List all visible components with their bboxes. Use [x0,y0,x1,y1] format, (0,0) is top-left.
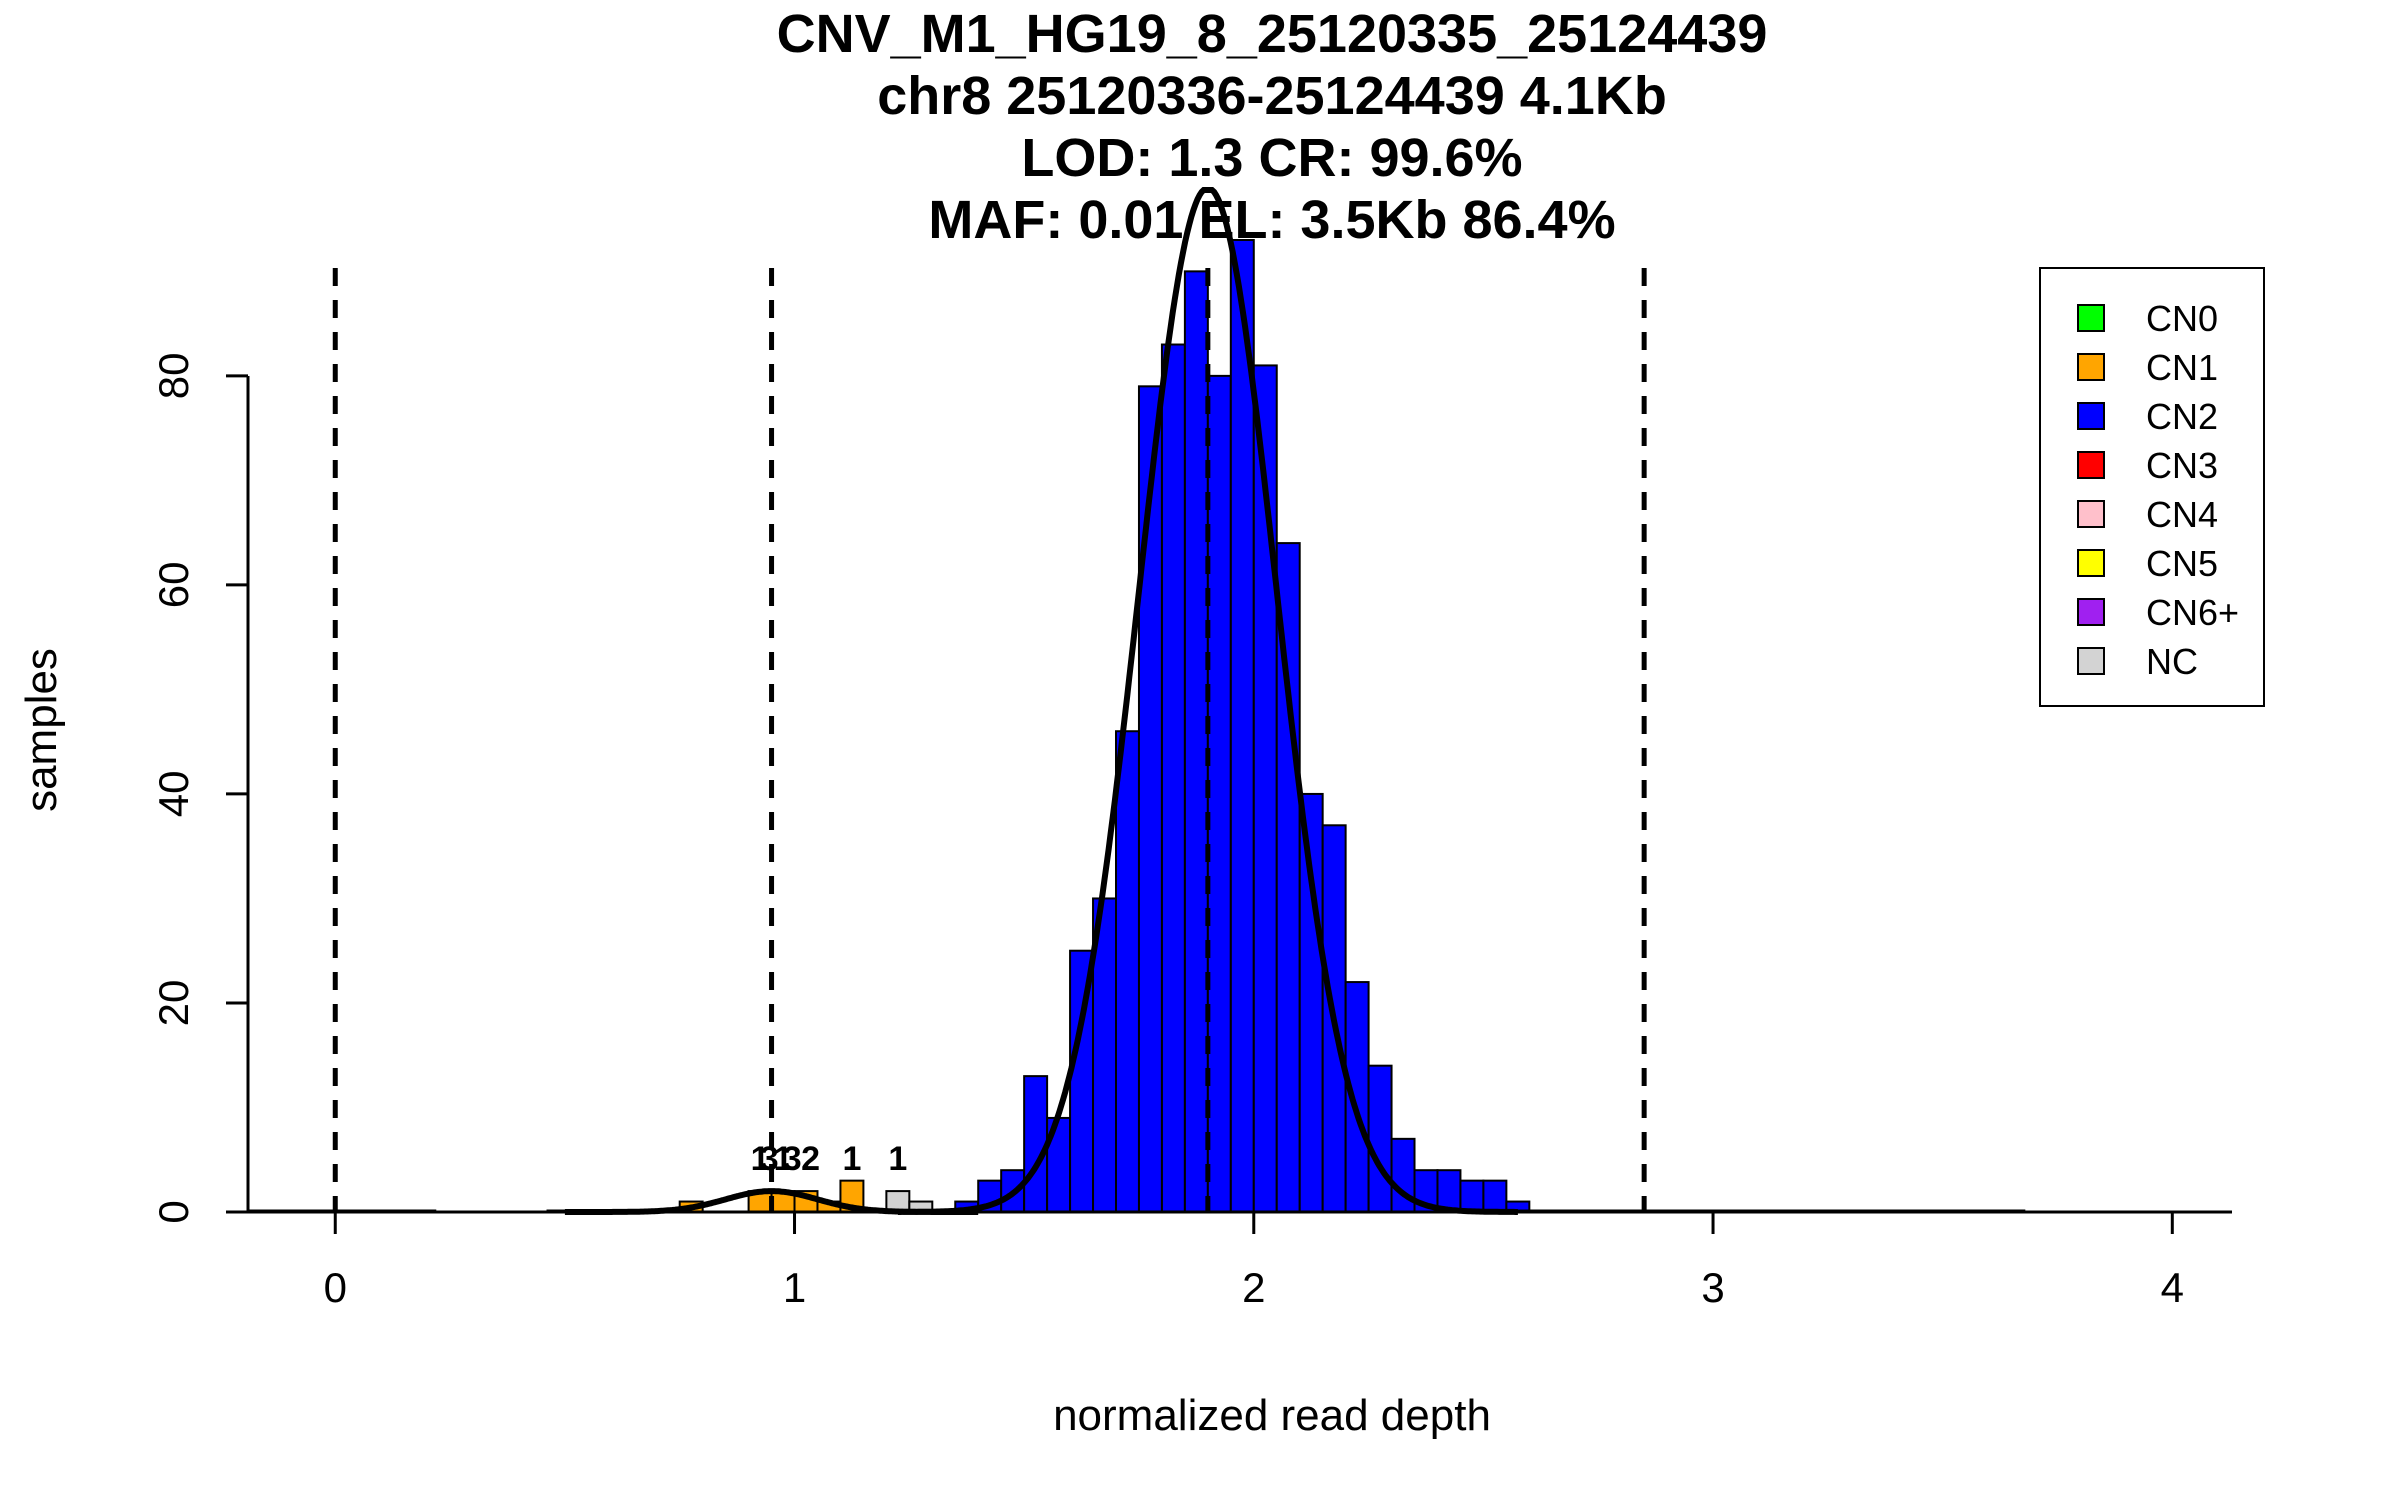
bar-cn2 [1459,1179,1485,1213]
legend-swatch [2077,549,2105,577]
legend-box [2039,267,2265,707]
title-line-2: chr8 25120336-25124439 4.1Kb [877,66,1667,126]
legend-swatch [2077,353,2105,381]
cn-boundary-lines [332,268,1647,1212]
bar-cn2 [1183,270,1209,1213]
x-tick-label: 3 [1701,1264,1724,1311]
legend-label: NC [2146,641,2198,682]
bin-count-label: 3 [783,1140,802,1178]
bin-count-labels: 1 13 3 2 1 1 [751,1140,908,1178]
fit-curve [897,187,1518,1215]
x-axis: 0 1 2 3 4 [248,1210,2232,1311]
legend-swatch [2077,304,2105,332]
bin-count-label: 1 [774,1140,793,1178]
legend-label: CN4 [2146,494,2218,535]
legend-label: CN1 [2146,347,2218,388]
fit-curves [564,187,1518,1215]
bar-cn2 [1206,374,1232,1213]
x-tick-label: 1 [783,1264,806,1311]
bar-cn2 [1115,730,1140,1214]
legend-label: CN2 [2146,396,2218,437]
bar-cn2 [1160,343,1186,1214]
legend-swatch [2077,500,2105,528]
histogram-bars [678,239,1531,1214]
legend-swatch [2077,402,2105,430]
x-tick-label: 4 [2161,1264,2184,1311]
legend-swatch [2077,598,2105,626]
bin-count-label: 1 [751,1140,770,1178]
y-axis: 0 20 40 60 80 [150,353,250,1224]
y-tick-label: 60 [150,562,197,609]
title-line-4: MAF: 0.01 EL: 3.5Kb 86.4% [928,190,1615,250]
bin-count-label: 3 [760,1140,779,1178]
y-tick-label: 80 [150,353,197,400]
legend-label: CN5 [2146,543,2218,584]
y-tick-label: 20 [150,980,197,1027]
bar-cn2 [1482,1179,1508,1213]
chart-title: CNV_M1_HG19_8_25120335_25124439 chr8 251… [777,4,1768,250]
legend: CN0 CN1 CN2 CN3 CN4 CN5 CN6+ NC [2039,267,2265,707]
legend-label: CN6+ [2146,592,2239,633]
bin-count-label: 2 [801,1140,820,1178]
bar-cn2 [1367,1064,1393,1213]
title-line-3: LOD: 1.3 CR: 99.6% [1021,128,1522,188]
legend-swatch [2077,647,2105,675]
y-axis-label: samples [17,648,66,812]
bar-cn2 [1023,1075,1049,1213]
title-line-1: CNV_M1_HG19_8_25120335_25124439 [777,4,1768,64]
legend-label: CN0 [2146,298,2218,339]
bin-count-label: 1 [888,1140,907,1178]
y-tick-label: 0 [150,1200,197,1223]
bin-count-label: 1 [842,1140,861,1178]
x-axis-label: normalized read depth [1053,1391,1491,1440]
x-tick-label: 0 [324,1264,347,1311]
bar-cn2 [1298,792,1324,1213]
y-tick-label: 40 [150,771,197,818]
legend-swatch [2077,451,2105,479]
legend-label: CN3 [2146,445,2218,486]
x-tick-label: 2 [1242,1264,1265,1311]
